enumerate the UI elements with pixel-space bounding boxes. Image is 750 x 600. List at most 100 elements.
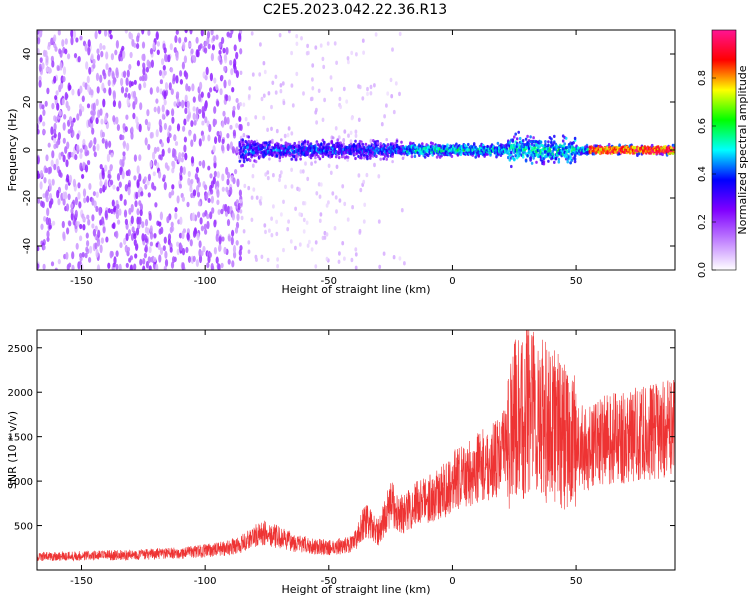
spectrogram-cell (318, 145, 322, 149)
spectrogram-cell (126, 246, 131, 252)
spectrogram-cell (215, 34, 219, 40)
spectrogram-cell (138, 123, 142, 133)
spectrogram-cell (87, 219, 91, 226)
spectrogram-cell (82, 223, 86, 231)
spectrogram-cell (198, 160, 202, 167)
spectrogram-cell (547, 143, 550, 148)
spectrogram-cell (389, 77, 393, 83)
spectrogram-cell (46, 207, 50, 217)
spectrogram-cell (167, 147, 171, 154)
spectrogram-cell (510, 164, 513, 169)
spectrogram-cell (82, 138, 86, 146)
spectrogram-cell (263, 223, 267, 228)
spectrogram-cell (661, 152, 664, 157)
spectrogram-cell (521, 155, 525, 159)
spectrogram-cell (255, 195, 259, 200)
spectrogram-cell (382, 157, 386, 161)
spectrogram-cell (155, 98, 159, 104)
spectrogram-cell (142, 265, 146, 270)
spectrogram-cell (248, 158, 252, 163)
spectrogram-cell (100, 50, 104, 58)
spectrogram-cell (162, 64, 166, 71)
spectrogram-cell (87, 46, 91, 56)
spectrogram-cell (169, 43, 173, 51)
spectrogram-cell (210, 188, 214, 195)
spectrogram-cell (234, 168, 238, 175)
x-tick-label: 0 (449, 576, 455, 587)
spectrogram-cell (232, 105, 236, 111)
spectrogram-cell (323, 97, 326, 103)
spectrogram-cell (108, 87, 112, 96)
spectrogram-cell (157, 105, 161, 115)
spectrogram-cell (224, 203, 228, 212)
y-tick-label: -20 (22, 190, 33, 206)
spectrogram-cell (116, 186, 120, 192)
spectrogram-cell (338, 198, 342, 203)
spectrogram-cell (158, 154, 162, 160)
spectrogram-cell (508, 140, 512, 144)
spectrogram-cell (186, 100, 190, 109)
spectrogram-cell (247, 185, 251, 191)
spectrogram-cell (182, 166, 186, 176)
spectrogram-cell (76, 144, 80, 151)
spectrogram-cell (524, 137, 528, 141)
spectrogram-cell (230, 236, 234, 246)
spectrogram-cell (198, 108, 202, 115)
spectrogram-cell (64, 191, 68, 200)
spectrogram-cell (138, 154, 142, 162)
spectrogram-cell (272, 204, 275, 209)
spectrogram-cell (650, 144, 654, 148)
spectrogram-cell (235, 122, 239, 129)
spectrogram-cell (122, 50, 126, 59)
spectrogram-cell (156, 146, 160, 152)
spectrogram-cell (86, 240, 90, 247)
spectrogram-cell (115, 116, 119, 125)
spectrogram-cell (286, 133, 290, 138)
spectrogram-cell (266, 175, 270, 181)
spectrogram-cell (341, 241, 345, 246)
spectrogram-cell (81, 251, 85, 258)
spectrogram-cell (211, 207, 215, 214)
spectrogram-cell (240, 147, 243, 151)
spectrogram-cell (337, 259, 341, 264)
spectrogram-cell (116, 124, 120, 132)
spectrogram-cell (58, 109, 62, 117)
spectrogram-cell (175, 75, 179, 84)
spectrogram-cell (149, 132, 153, 139)
spectrogram-cell (53, 128, 57, 135)
spectrogram-cell (183, 144, 187, 153)
spectrogram-cell (148, 265, 152, 270)
spectrogram-cell (391, 152, 394, 156)
spectrogram-cell (70, 203, 74, 209)
spectrogram-cell (38, 63, 43, 73)
spectrogram-cell (149, 160, 153, 168)
spectrogram-cell (147, 256, 151, 264)
spectrogram-cell (179, 79, 183, 85)
spectrogram-cell (335, 60, 338, 65)
spectrogram-cell (209, 72, 213, 82)
spectrogram-cell (221, 186, 225, 192)
spectrogram-cell (115, 230, 119, 239)
spectrogram-cell (234, 226, 239, 234)
spectrogram-cell (65, 252, 69, 260)
spectrogram-cell (180, 157, 184, 163)
spectrogram-cell (450, 154, 454, 158)
spectrogram-cell (238, 189, 242, 197)
spectrogram-cell (333, 41, 337, 46)
spectrogram-cell (178, 151, 182, 160)
spectrogram-cell (109, 34, 113, 40)
spectrogram-cell (202, 245, 206, 253)
spectrogram-cell (185, 72, 189, 80)
spectrogram-cell (117, 219, 121, 225)
spectrogram-cell (148, 212, 152, 221)
spectrogram-y-axis-label: Frequency (Hz) (6, 109, 19, 192)
spectrogram-cell (398, 31, 402, 37)
spectrogram-cell (343, 129, 347, 134)
spectrogram-cell (232, 109, 236, 118)
spectrogram-cell (304, 161, 307, 166)
spectrogram-cell (156, 41, 160, 47)
spectrogram-cell (93, 151, 97, 158)
spectrogram-cell (302, 217, 306, 223)
spectrogram-cell (318, 194, 322, 199)
spectrogram-cell (53, 43, 57, 49)
